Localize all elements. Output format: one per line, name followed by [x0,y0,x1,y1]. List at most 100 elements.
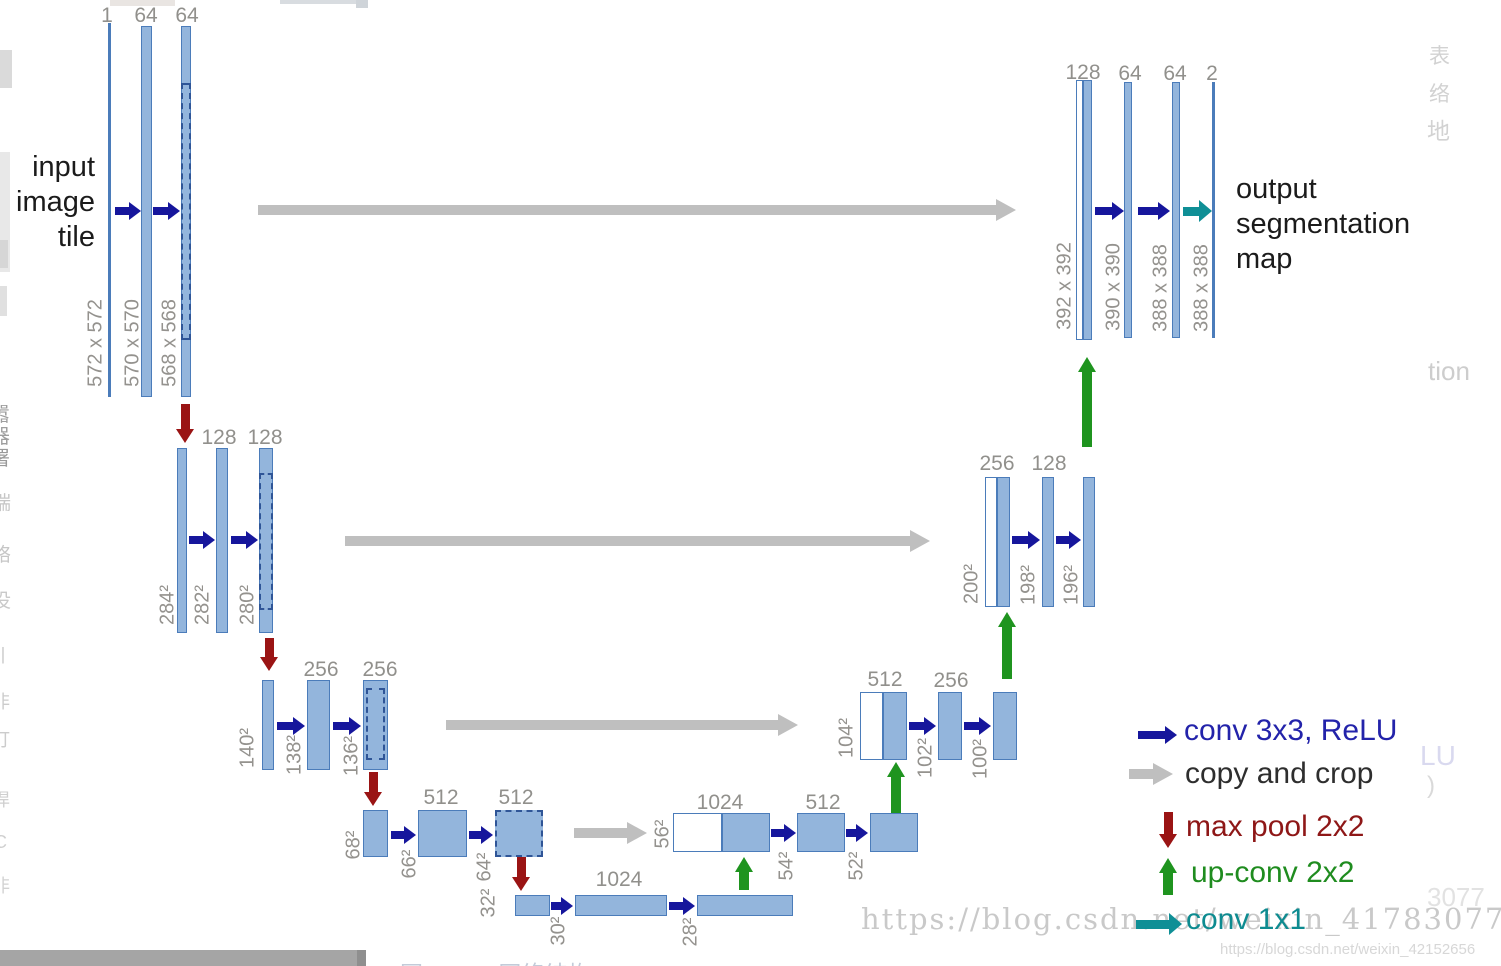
arrow-shaft [1095,207,1112,215]
conv3x3-arrow [469,826,493,844]
feature-map-bar [985,477,997,607]
arrow-head [778,714,798,736]
feature-size-label: 52² [845,851,868,881]
crop-region-dashed [366,688,385,760]
arrow-shaft [909,722,924,730]
arrow-head [512,877,530,891]
artifact-rect [357,950,366,966]
copy-crop-arrow [446,714,798,736]
feature-map-bar [883,692,907,760]
feature-size-label: 28² [679,917,702,947]
arrow-head [886,762,905,777]
channel-count-label: 1 [101,4,113,27]
up-conv-arrow [734,857,754,890]
arrow-head [856,824,868,842]
channel-count-label: 128 [247,426,283,449]
feature-map-bar [1124,82,1132,338]
feature-map-bar [1076,80,1083,340]
arrow-head [997,612,1016,627]
feature-map-bar [938,692,962,760]
conv3x3-arrow [1012,531,1040,549]
conv3x3-arrow [1095,202,1124,220]
artifact-rect [280,0,366,4]
feature-size-label: 390 x 390 [1102,243,1125,331]
arrow-shaft [1163,812,1173,834]
conv3x3-arrow [115,202,141,220]
feature-size-label: 56² [651,819,674,849]
arrow-shaft [1012,536,1028,544]
arrow-head [996,199,1016,221]
feature-size-label: 392 x 392 [1053,242,1076,330]
up-conv-arrow [886,762,906,813]
channel-count-label: 64 [1163,62,1187,85]
arrow-shaft [231,536,246,544]
channel-count-label: 64 [175,4,199,27]
arrow-shaft [1136,919,1169,929]
ghost-text: LU [1420,740,1456,771]
crop-region-dashed [259,473,273,610]
conv3x3-arrow [1138,726,1177,744]
arrow-head [176,429,194,443]
legend-label: conv 1x1 [1186,903,1307,936]
feature-size-label: 100² [969,738,992,780]
arrow-shaft [516,857,526,877]
channel-count-label: 128 [1031,452,1067,475]
input-label: input image tile [16,151,95,253]
feature-map-bar [673,813,722,852]
legend-label: max pool 2x2 [1186,810,1365,843]
arrow-head [1077,357,1096,372]
arrow-shaft [964,722,979,730]
arrow-head [364,792,382,806]
feature-map-bar [870,813,918,852]
feature-size-label: 282² [191,584,214,626]
arrow-shaft [1138,731,1165,739]
feature-size-label: 568 x 568 [158,299,181,387]
arrow-head [924,717,936,735]
channel-count-label: 1024 [696,791,744,814]
feature-map-bar [515,895,550,916]
arrow-shaft [846,829,856,837]
edge-fragment-text: 端 [0,493,12,514]
arrow-head [627,822,647,844]
arrow-shaft [264,638,274,657]
channel-count-label: 256 [979,452,1015,475]
feature-map-bar [1172,82,1180,338]
edge-fragment-text: 非 [0,876,10,896]
arrow-head [129,202,141,220]
channel-count-label: 512 [867,668,903,691]
feature-map-bar [363,810,388,857]
artifact-rect [0,286,7,316]
arrow-head [349,717,361,735]
conv3x3-arrow [277,717,305,735]
feature-size-label: 196² [1060,564,1083,606]
arrow-head [784,824,796,842]
ghost-text: ) [1427,772,1435,799]
edge-fragment-text: 没 [0,591,12,612]
max-pool-arrow [512,857,530,891]
arrow-shaft [153,207,168,215]
arrow-head [1158,858,1177,873]
arrow-shaft [1056,536,1069,544]
up-conv-arrow [1077,357,1097,447]
crop-region-dashed [181,83,191,340]
arrow-shaft [551,902,561,910]
channel-count-label: 128 [201,426,237,449]
arrow-shaft [574,828,627,838]
feature-size-label: 64² [473,852,496,882]
edge-fragment-text: 器 [0,420,10,449]
ghost-text: 地 [1427,118,1450,144]
edge-fragment-text: 丨 [0,646,12,666]
arrow-shaft [446,720,778,730]
up-conv-arrow [1158,858,1178,895]
arrow-shaft [368,772,378,792]
arrow-head [260,657,278,671]
feature-size-label: 32² [477,888,500,918]
watermark-small: https://blog.csdn.net/weixin_42152656 [1220,941,1476,958]
channel-count-label: 128 [1065,61,1101,84]
max-pool-arrow [364,772,382,806]
arrow-head [1159,834,1177,848]
feature-map-bar [307,680,330,770]
copy-crop-arrow [345,530,930,552]
feature-map-bar [1083,80,1092,340]
edge-fragment-text: 络 [0,545,12,566]
